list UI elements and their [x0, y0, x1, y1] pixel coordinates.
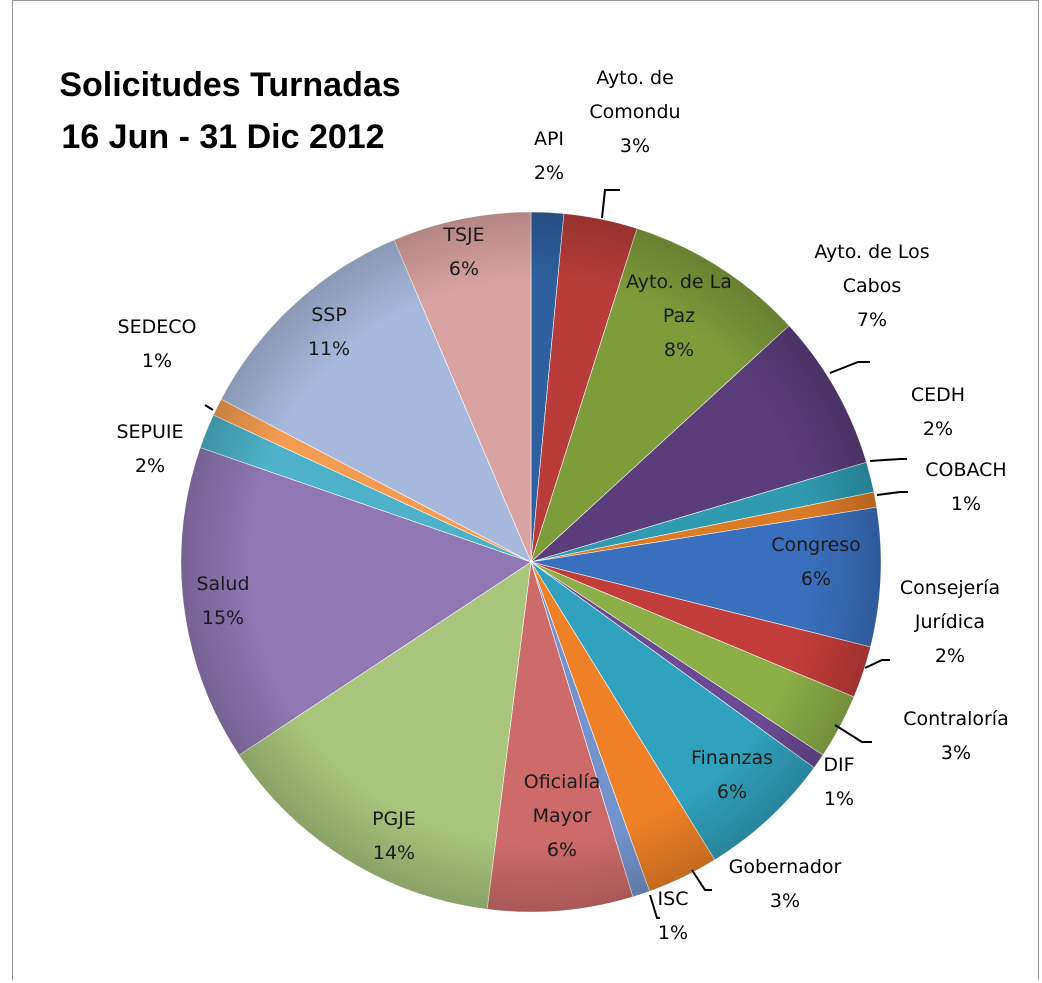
- leader-line: [691, 869, 712, 891]
- slice-value-label: 1%: [824, 788, 854, 810]
- leader-line: [829, 361, 870, 374]
- chart-title-line-2: 16 Jun - 31 Dic 2012: [61, 118, 384, 156]
- slice-value-label: 8%: [664, 339, 694, 361]
- slice-name-label: Comondu: [589, 101, 680, 123]
- slice-value-label: 1%: [951, 493, 981, 515]
- leader-line: [869, 458, 907, 462]
- leader-line: [864, 659, 890, 669]
- slice-name-label: SEDECO: [118, 316, 197, 338]
- slice-name-label: Ayto. de La: [626, 271, 732, 293]
- slice-label: TSJE 6%: [442, 224, 484, 280]
- slice-name-label: Salud: [196, 573, 249, 595]
- slice-name-label: Congreso: [771, 534, 861, 556]
- slice-name-label: Ayto. de: [596, 67, 674, 89]
- slice-label: Ayto. de Comondu 3%: [589, 67, 680, 157]
- slice-label: Salud 15%: [196, 573, 249, 629]
- slice-value-label: 3%: [770, 890, 800, 912]
- slice-name-label: PGJE: [372, 808, 416, 830]
- slice-value-label: 2%: [534, 162, 564, 184]
- slice-label: SEDECO 1%: [118, 316, 197, 372]
- leader-lines: [204, 189, 908, 919]
- slice-name-label: Cabos: [843, 275, 902, 297]
- slice-name-label: Mayor: [533, 805, 592, 827]
- leader-line: [601, 189, 620, 219]
- slice-name-label: COBACH: [925, 459, 1006, 481]
- slice-value-label: 11%: [308, 338, 350, 360]
- slice-value-label: 2%: [935, 645, 965, 667]
- slice-value-label: 15%: [202, 607, 244, 629]
- leader-line: [834, 724, 872, 743]
- leader-line: [876, 491, 908, 496]
- slice-value-label: 14%: [373, 842, 415, 864]
- slice-label: Gobernador 3%: [729, 856, 842, 912]
- slice-label: API 2%: [534, 128, 564, 184]
- slice-name-label: Gobernador: [729, 856, 842, 878]
- slice-name-label: DIF: [823, 754, 854, 776]
- slice-name-label: CEDH: [911, 384, 965, 406]
- slice-name-label: SSP: [311, 304, 347, 326]
- slice-name-label: Ayto. de Los: [814, 241, 929, 263]
- slice-label: SSP 11%: [308, 304, 350, 360]
- leader-line: [204, 404, 214, 411]
- slice-name-label: Jurídica: [914, 611, 985, 633]
- slice-name-label: Contraloría: [903, 708, 1008, 730]
- slice-label: Contraloría 3%: [903, 708, 1008, 764]
- slice-name-label: Oficialía: [524, 771, 601, 793]
- slice-label: CEDH 2%: [911, 384, 965, 440]
- slice-name-label: SEPUIE: [116, 421, 183, 443]
- slice-name-label: Consejería: [900, 577, 1000, 599]
- slice-label: Ayto. de La Paz 8%: [626, 271, 732, 361]
- slice-value-label: 6%: [717, 781, 747, 803]
- slice-label: ISC 1%: [658, 888, 689, 944]
- slice-value-label: 2%: [923, 418, 953, 440]
- slice-name-label: Finanzas: [691, 747, 773, 769]
- slice-value-label: 1%: [658, 922, 688, 944]
- slice-value-label: 7%: [857, 309, 887, 331]
- slice-value-label: 1%: [142, 350, 172, 372]
- leader-line: [649, 894, 660, 919]
- slice-value-label: 6%: [449, 258, 479, 280]
- slice-label: Ayto. de Los Cabos 7%: [814, 241, 929, 331]
- pie-slices: [180, 211, 882, 913]
- slice-value-label: 6%: [547, 839, 577, 861]
- slice-label: Consejería Jurídica 2%: [900, 577, 1000, 667]
- slice-label: COBACH 1%: [925, 459, 1006, 515]
- slice-name-label: ISC: [658, 888, 689, 910]
- chart-title-line-1: Solicitudes Turnadas: [59, 66, 400, 104]
- slice-label: DIF 1%: [823, 754, 854, 810]
- slice-label: Finanzas 6%: [691, 747, 773, 803]
- slice-value-label: 3%: [941, 742, 971, 764]
- slice-label: SEPUIE 2%: [116, 421, 183, 477]
- slice-label: Oficialía Mayor 6%: [524, 771, 601, 861]
- chart-frame: [12, 0, 1039, 980]
- slice-value-label: 3%: [620, 135, 650, 157]
- slice-name-label: Paz: [663, 305, 695, 327]
- slice-label: Congreso 6%: [771, 534, 861, 590]
- slice-labels: API 2%Ayto. de Comondu 3%Ayto. de La Paz 8%Ay…: [116, 67, 1008, 944]
- slice-value-label: 2%: [135, 455, 165, 477]
- slice-label: PGJE 14%: [372, 808, 416, 864]
- slice-value-label: 6%: [801, 568, 831, 590]
- slice-name-label: TSJE: [442, 224, 484, 246]
- slice-name-label: API: [534, 128, 564, 150]
